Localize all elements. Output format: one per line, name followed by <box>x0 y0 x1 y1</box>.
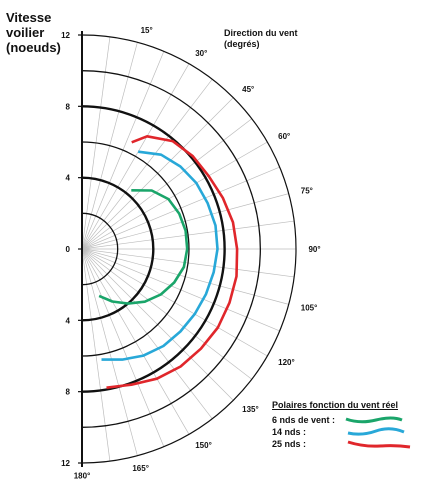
ring-12 <box>81 34 297 464</box>
direction-title-line-1: Direction du vent <box>224 28 298 38</box>
angle-label: 15° <box>141 26 153 35</box>
legend-swatch-6 <box>345 416 403 424</box>
ring-10 <box>81 70 261 428</box>
angle-label: 75° <box>301 186 313 195</box>
angle-label: 135° <box>242 405 259 414</box>
polar-curve-s25 <box>106 135 239 389</box>
legend-label-6: 6 nds de vent : <box>272 415 336 425</box>
r-tick-label: 12 <box>61 459 70 468</box>
angle-label: 90° <box>308 245 320 254</box>
ring-4 <box>81 176 155 322</box>
r-tick-label: 4 <box>66 174 71 183</box>
legend-title: Polaires fonction du vent réel <box>272 400 399 410</box>
legend-swatch-14 <box>347 427 405 436</box>
legend-swatch-25 <box>347 440 411 449</box>
direction-title-line-2: (degrés) <box>224 39 260 49</box>
angle-label: 60° <box>278 132 290 141</box>
ring-6 <box>81 141 190 357</box>
angle-label: 180° <box>74 471 91 480</box>
r-tick-label: 8 <box>66 388 71 397</box>
ring-2 <box>81 212 119 286</box>
angle-label: 105° <box>301 304 318 313</box>
r-tick-label: 12 <box>61 31 70 40</box>
legend-label-25: 25 nds : <box>272 439 307 449</box>
angle-label: 30° <box>195 49 207 58</box>
angle-label: 45° <box>242 85 254 94</box>
legend-entry-14: 14 nds : <box>272 426 412 438</box>
r-tick-label: 0 <box>66 245 71 254</box>
legend-label-14: 14 nds : <box>272 427 307 437</box>
polar-curve-s14 <box>101 150 219 361</box>
r-tick-label: 4 <box>66 316 71 325</box>
ring-8 <box>81 105 226 393</box>
y-axis-title-line-3: (noeuds) <box>6 40 61 55</box>
polar-curve-s6 <box>98 189 189 305</box>
angle-label: 165° <box>132 464 149 473</box>
angle-label: 150° <box>195 441 212 450</box>
legend-entry-6: 6 nds de vent : <box>272 414 412 426</box>
r-tick-label: 8 <box>66 102 71 111</box>
legend: Polaires fonction du vent réel 6 nds de … <box>272 400 412 450</box>
y-axis-title-line-2: voilier <box>6 25 45 40</box>
y-axis-title-line-1: Vitesse <box>6 10 52 25</box>
legend-entry-25: 25 nds : <box>272 438 412 450</box>
angle-label: 120° <box>278 358 295 367</box>
